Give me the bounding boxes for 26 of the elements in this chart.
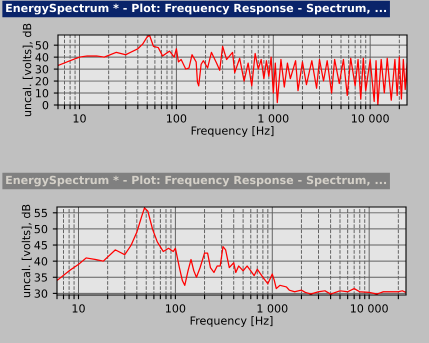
y-tick-label: 40 <box>34 257 48 266</box>
x-tick-label: 10 000 <box>352 114 389 123</box>
y-tick-label: 50 <box>36 41 48 50</box>
chart-title: EnergySpectrum * - Plot: Frequency Response - Spectrum, ... <box>6 176 386 186</box>
x-tick-label: 100 <box>167 114 186 123</box>
chart-title: EnergySpectrum * - Plot: Frequency Response - Spectrum, ... <box>6 4 386 14</box>
x-tick-label: 10 <box>74 114 86 123</box>
y-tick-label: 30 <box>34 289 48 298</box>
x-axis-title: Frequency [Hz] <box>190 316 272 327</box>
y-axis-title: uncal. [volts], dB <box>22 24 33 116</box>
y-tick-label: 55 <box>34 208 47 218</box>
x-tick-label: 10 000 <box>350 304 388 313</box>
y-tick-label: 30 <box>36 65 48 74</box>
y-tick-label: 35 <box>34 273 47 282</box>
x-axis-title: Frequency [Hz] <box>192 126 274 137</box>
y-tick-label: 20 <box>36 77 48 86</box>
x-tick-label: 100 <box>166 304 186 313</box>
y-tick-label: 45 <box>34 241 47 250</box>
y-tick-label: 40 <box>35 53 48 62</box>
x-tick-label: 1 000 <box>258 304 288 313</box>
x-tick-label: 10 <box>72 304 85 313</box>
x-tick-label: 1 000 <box>258 114 288 123</box>
y-tick-label: 10 <box>36 89 48 98</box>
y-tick-label: 0 <box>42 100 48 110</box>
y-tick-label: 50 <box>34 224 48 234</box>
y-axis-title: uncal. [volts], dB <box>22 204 32 298</box>
